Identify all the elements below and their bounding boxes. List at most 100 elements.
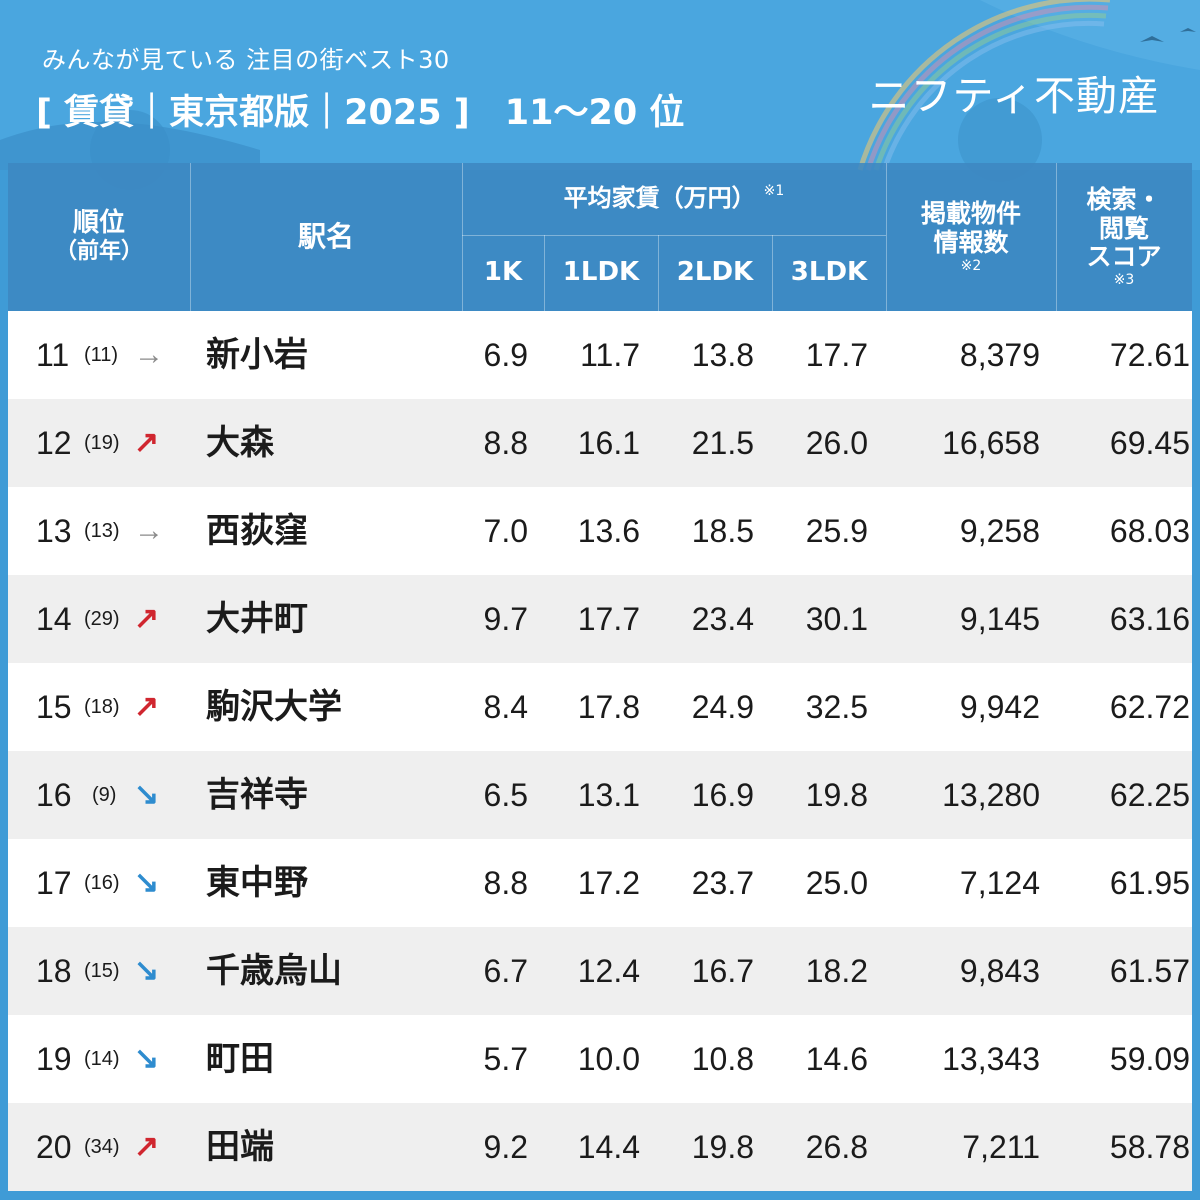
rent-1ldk: 13.6 (577, 513, 640, 549)
rent-1k: 7.0 (483, 513, 528, 549)
rent-1k: 8.8 (483, 425, 528, 461)
table-row: 20 (34) ↗ 田端 9.2 14.4 19.8 26.8 7,211 58… (8, 1103, 1192, 1191)
column-header-station: 駅名 (297, 219, 354, 253)
listing-count: 9,942 (959, 689, 1040, 725)
previous-rank: (16) (84, 872, 120, 894)
search-score: 62.25 (1109, 777, 1190, 813)
rank-number: 12 (36, 425, 72, 461)
trend-same-icon: → (134, 338, 164, 371)
search-score: 59.09 (1109, 1041, 1190, 1077)
trend-down-icon: ↘ (134, 778, 160, 811)
column-divider (886, 163, 887, 311)
rent-2ldk: 19.8 (691, 1129, 754, 1165)
search-score: 63.16 (1109, 601, 1190, 637)
trend-down-icon: ↘ (134, 1042, 160, 1075)
previous-rank: (11) (84, 344, 119, 366)
table-row: 14 (29) ↗ 大井町 9.7 17.7 23.4 30.1 9,145 6… (8, 575, 1192, 663)
search-score: 58.78 (1109, 1129, 1190, 1165)
previous-rank: (34) (84, 1136, 120, 1158)
station-name: 新小岩 (206, 335, 308, 375)
column-header-rent-group: 平均家賃（万円） ※1 (462, 163, 886, 235)
rent-2ldk: 16.9 (691, 777, 754, 813)
previous-rank: (14) (84, 1048, 120, 1070)
column-divider (462, 163, 463, 311)
score-label-1: 検索・ (1086, 184, 1162, 214)
search-score: 61.57 (1109, 953, 1190, 989)
trend-same-icon: → (134, 514, 164, 547)
listing-count: 13,343 (942, 1041, 1040, 1077)
previous-rank: (9) (92, 784, 117, 806)
rank-number: 11 (36, 337, 70, 373)
rent-2ldk: 16.7 (691, 953, 754, 989)
rent-3ldk: 19.8 (805, 777, 868, 813)
column-divider (772, 235, 773, 311)
rent-3ldk: 17.7 (805, 337, 868, 373)
station-name: 西荻窪 (206, 511, 308, 551)
station-name: 駒沢大学 (206, 687, 342, 727)
ranking-table: 11 (11) → 新小岩 6.9 11.7 13.8 17.7 8,379 7… (8, 311, 1192, 1192)
rank-number: 13 (36, 513, 72, 549)
table-row: 13 (13) → 西荻窪 7.0 13.6 18.5 25.9 9,258 6… (8, 487, 1192, 575)
rent-1k: 8.8 (483, 865, 528, 901)
rent-1ldk: 11.7 (580, 337, 640, 373)
rent-3ldk: 32.5 (805, 689, 868, 725)
rent-3ldk: 26.8 (805, 1129, 868, 1165)
rent-3ldk: 30.1 (805, 601, 868, 637)
station-name: 大森 (206, 423, 274, 463)
previous-rank: (18) (84, 696, 120, 718)
rent-1ldk: 14.4 (577, 1129, 640, 1165)
listings-note: ※2 (960, 257, 982, 274)
score-label-2: 閲覧 (1098, 213, 1149, 243)
page-title: [ 賃貸｜東京都版｜2025 ] 11〜20 位 (36, 93, 685, 133)
header-background (8, 163, 1192, 311)
rent-1k: 6.9 (483, 337, 528, 373)
column-header-2ldk: 2LDK (676, 257, 754, 288)
listing-count: 9,843 (959, 953, 1040, 989)
column-divider (190, 163, 191, 311)
rent-2ldk: 18.5 (691, 513, 754, 549)
table-row: 19 (14) ↘ 町田 5.7 10.0 10.8 14.6 13,343 5… (8, 1015, 1192, 1103)
rent-3ldk: 26.0 (805, 425, 868, 461)
listing-count: 9,258 (959, 513, 1040, 549)
rent-3ldk: 18.2 (805, 953, 868, 989)
station-name: 吉祥寺 (206, 775, 308, 815)
column-divider (1056, 163, 1057, 311)
page-header: みんなが見ている 注目の街ベスト30 [ 賃貸｜東京都版｜2025 ] 11〜2… (0, 0, 1200, 165)
table-row: 11 (11) → 新小岩 6.9 11.7 13.8 17.7 8,379 7… (8, 311, 1192, 399)
listing-count: 9,145 (959, 601, 1040, 637)
column-header-rank: 順位 （前年） (8, 163, 190, 311)
rent-1ldk: 16.1 (577, 425, 640, 461)
station-name: 町田 (206, 1039, 274, 1079)
rent-2ldk: 24.9 (691, 689, 754, 725)
rent-1ldk: 17.8 (577, 689, 640, 725)
trend-down-icon: ↘ (134, 954, 160, 987)
table-row: 16 (9) ↘ 吉祥寺 6.5 13.1 16.9 19.8 13,280 6… (8, 751, 1192, 839)
rent-1ldk: 17.7 (577, 601, 640, 637)
column-header-3ldk: 3LDK (790, 257, 868, 288)
group-divider (462, 235, 886, 236)
search-score: 72.61 (1109, 337, 1190, 373)
rent-2ldk: 23.7 (691, 865, 754, 901)
rank-number: 19 (36, 1041, 72, 1077)
table-row: 12 (19) ↗ 大森 8.8 16.1 21.5 26.0 16,658 6… (8, 399, 1192, 487)
rank-number: 17 (36, 865, 72, 901)
column-divider (658, 235, 659, 311)
trend-up-icon: ↗ (134, 690, 160, 723)
rank-number: 20 (36, 1129, 72, 1165)
search-score: 69.45 (1109, 425, 1190, 461)
rent-3ldk: 14.6 (805, 1041, 868, 1077)
score-label-3: スコア (1086, 242, 1162, 272)
rank-label: 順位 (72, 208, 125, 239)
column-header-listings: 掲載物件 情報数 ※2 (886, 163, 1056, 311)
column-header-1ldk: 1LDK (562, 257, 640, 288)
trend-up-icon: ↗ (134, 1130, 160, 1163)
station-name: 東中野 (206, 863, 308, 903)
previous-rank: (15) (84, 960, 120, 982)
rent-1k: 8.4 (483, 689, 528, 725)
rank-number: 15 (36, 689, 72, 725)
rank-number: 18 (36, 953, 72, 989)
table-row: 17 (16) ↘ 東中野 8.8 17.2 23.7 25.0 7,124 6… (8, 839, 1192, 927)
rent-note: ※1 (763, 182, 785, 199)
previous-rank: (29) (84, 608, 120, 630)
column-header-score: 検索・ 閲覧 スコア ※3 (1056, 163, 1192, 311)
